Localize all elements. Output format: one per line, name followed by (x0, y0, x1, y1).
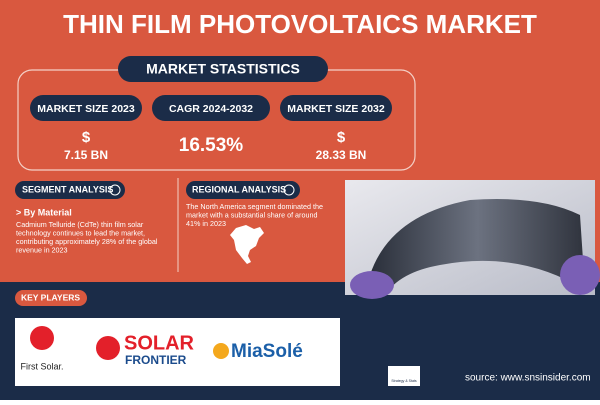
stat-pill (152, 95, 270, 121)
stat-label: CAGR 2024-2032 (169, 103, 253, 115)
logo-box (15, 318, 340, 386)
map-north-america (230, 225, 264, 264)
logo-mark (30, 326, 54, 350)
stat-pill (30, 95, 142, 121)
brand-logo (388, 366, 420, 386)
segment-title: SEGMENT ANALYSIS (22, 184, 113, 194)
segment-pill (15, 181, 125, 199)
key-players-title: KEY PLAYERS (21, 292, 80, 302)
key-players-pill (15, 290, 87, 306)
source: source: www.snsinsider.com (465, 373, 591, 384)
photo-glove (560, 255, 600, 295)
regional-pill (186, 181, 300, 199)
text-line: 41% in 2023 (186, 219, 226, 228)
stat-label: MARKET SIZE 2032 (287, 103, 385, 115)
logo-text: MiaSolé (231, 341, 303, 362)
regional-text: The North America segment dominated them… (186, 202, 323, 228)
segment-subtitle: > By Material (16, 207, 72, 217)
stat-prefix: $ (337, 129, 346, 146)
stats-pill (118, 56, 328, 82)
stat-value: 28.33 BN (316, 148, 367, 162)
brand-tagline: Strategy & Stats (391, 379, 417, 383)
icon (283, 184, 295, 196)
text-line: Cadmium Telluride (CdTe) thin film solar (16, 220, 144, 229)
photo-glove (350, 271, 394, 299)
stat-prefix: $ (82, 129, 91, 146)
logo-text: FRONTIER (125, 353, 187, 367)
segment-text: Cadmium Telluride (CdTe) thin film solar… (16, 220, 158, 255)
regional-title: REGIONAL ANALYSIS (192, 184, 286, 194)
logo-text: First Solar. (20, 361, 63, 371)
logo-mark (213, 343, 229, 359)
text-line: revenue in 2023 (16, 245, 68, 254)
stat-pill (280, 95, 392, 121)
logo-mark (96, 336, 120, 360)
photo-panel (370, 199, 585, 295)
stat-value: 7.15 BN (64, 148, 108, 162)
text-line: The North America segment dominated the (186, 202, 323, 211)
stat-value: 16.53% (179, 135, 244, 156)
icon (109, 184, 121, 196)
text-line: contributing approximately 28% of the gl… (16, 237, 158, 246)
logo-text: SOLAR (124, 332, 195, 354)
stat-label: MARKET SIZE 2023 (37, 103, 135, 115)
title: THIN FILM PHOTOVOLTAICS MARKET (63, 9, 537, 39)
text-line: technology continues to lead the market, (16, 228, 145, 237)
stats-title: MARKET STASTISTICS (146, 61, 300, 77)
text-line: market with a substantial share of aroun… (186, 210, 317, 219)
